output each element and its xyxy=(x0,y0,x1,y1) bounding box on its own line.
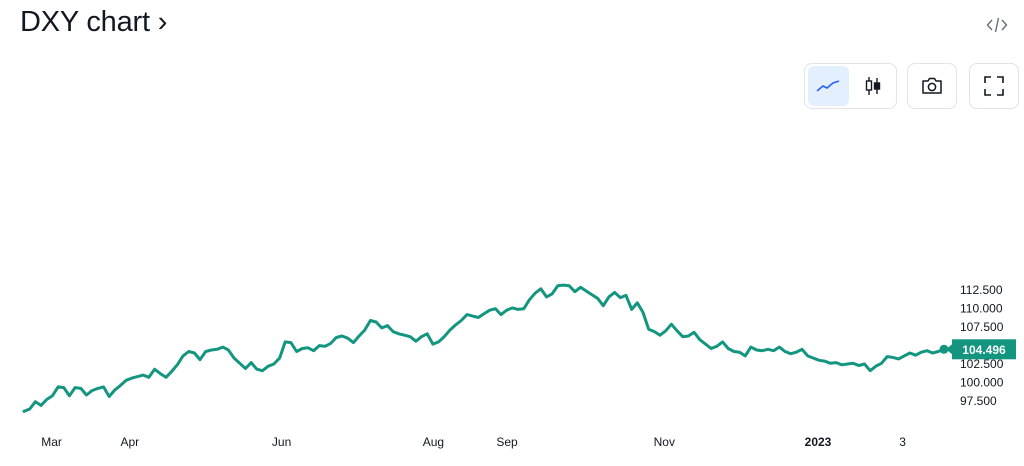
y-tick-label: 107.500 xyxy=(960,320,1004,334)
y-tick-label: 110.000 xyxy=(960,302,1003,316)
last-price-badge xyxy=(952,339,1016,360)
last-price-label: 104.496 xyxy=(962,343,1006,357)
x-tick-label: Aug xyxy=(423,435,444,449)
candlestick-icon xyxy=(865,77,880,95)
y-tick-label: 97.500 xyxy=(960,394,997,408)
x-tick-label: Nov xyxy=(654,435,675,449)
line-style-button[interactable] xyxy=(808,66,849,106)
snapshot-button[interactable] xyxy=(911,66,953,106)
x-tick-label: Sep xyxy=(496,435,518,449)
y-tick-label: 100.000 xyxy=(960,376,1004,390)
x-tick-label: Mar xyxy=(41,435,62,449)
fullscreen-icon xyxy=(984,76,1004,96)
price-line xyxy=(22,283,946,413)
camera-icon xyxy=(922,77,942,94)
snapshot-group xyxy=(907,63,957,109)
x-tick-label: Jun xyxy=(272,435,291,449)
y-tick-label: 102.500 xyxy=(960,357,1004,371)
last-price-badge-arrow xyxy=(946,344,952,355)
y-tick-label: 112.500 xyxy=(960,283,1003,297)
x-tick-label: Apr xyxy=(120,435,139,449)
embed-button[interactable] xyxy=(984,12,1010,38)
line-chart-icon xyxy=(816,80,840,92)
chart-style-group xyxy=(804,63,897,109)
x-tick-label: 2023 xyxy=(805,435,832,449)
fullscreen-group xyxy=(969,63,1019,109)
x-tick-label: 3 xyxy=(899,435,906,449)
code-icon xyxy=(986,17,1008,33)
candles-style-button[interactable] xyxy=(853,66,894,106)
fullscreen-button[interactable] xyxy=(973,66,1015,106)
page-title[interactable]: DXY chart › xyxy=(20,6,168,38)
last-price-dot xyxy=(939,344,949,354)
